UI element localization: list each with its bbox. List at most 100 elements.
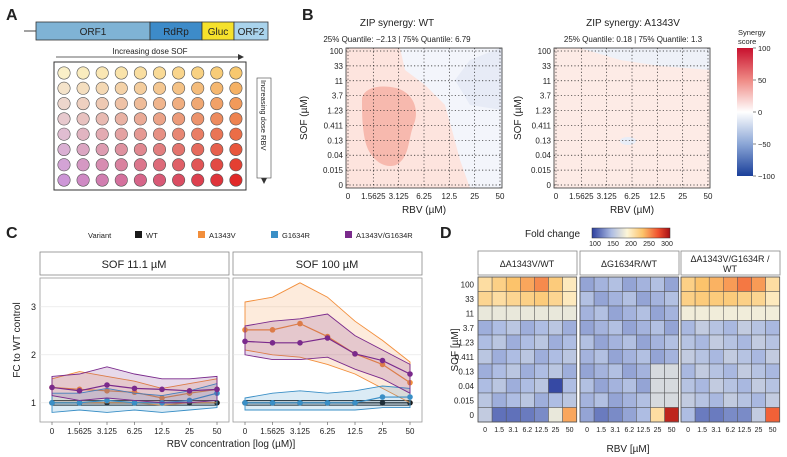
plate-well xyxy=(191,158,205,172)
synergy-ytick-label: 0.04 xyxy=(327,151,343,160)
plate-well xyxy=(172,97,186,111)
heatmap-cell xyxy=(765,334,780,350)
plate-well xyxy=(229,97,243,111)
wt-xlabel: RBV (µM) xyxy=(402,205,446,216)
plate-well xyxy=(95,143,109,157)
heatmap-xtick-label: 1.5 xyxy=(697,427,707,434)
plate-well xyxy=(133,97,147,111)
mut-quantiles: 25% Quantile: 0.18 | 75% Quantile: 1.3 xyxy=(564,35,703,44)
heatmap-cell xyxy=(737,276,752,292)
heatmap-cell xyxy=(562,276,577,292)
plate-well xyxy=(57,112,71,126)
plate-well xyxy=(229,127,243,141)
synergy-ytick-label: 0.411 xyxy=(324,121,344,130)
heatmap-cell xyxy=(520,305,535,321)
synergy-xtick-label: 12.5 xyxy=(442,192,458,201)
plate-well xyxy=(95,112,109,126)
heatmap-xtick-label: 12.5 xyxy=(738,427,752,434)
heatmap-cell xyxy=(579,334,595,350)
plate-well xyxy=(229,173,243,187)
synergy-ytick-label: 0.015 xyxy=(531,166,552,175)
wt-synergy-map xyxy=(346,48,502,188)
heatmap-cell xyxy=(723,392,738,408)
fc-xtick-label: 12.5 xyxy=(154,427,170,436)
synergy-xtick-label: 25 xyxy=(470,192,479,201)
heatmap-cell xyxy=(622,363,637,379)
heatmap-cell xyxy=(491,291,507,307)
heatmap-cell xyxy=(477,305,493,321)
synergy-xtick-label: 1.5625 xyxy=(361,192,386,201)
heatmap-cell xyxy=(622,407,637,423)
heatmap-xtick-label: 12.5 xyxy=(637,427,651,434)
fc-data-point xyxy=(352,351,358,357)
heatmap-xtick-label: 6.2 xyxy=(725,427,735,434)
facet-title-sof-100: SOF 100 µM xyxy=(296,259,359,271)
heatmap-cell xyxy=(579,378,595,394)
heatmap-cell xyxy=(694,320,710,336)
plate-well xyxy=(153,158,167,172)
heatmap-cell xyxy=(534,305,549,321)
facet-title-a1343v: ΔA1343V/WT xyxy=(500,259,555,269)
heatmap-cell xyxy=(636,320,651,336)
heatmap-cell xyxy=(680,392,696,408)
plate-well xyxy=(210,66,224,80)
fold-change-colorbar-tick-label: 250 xyxy=(643,241,655,248)
fc-data-point xyxy=(131,400,138,406)
heatmap-cell xyxy=(520,363,535,379)
heatmap-cell xyxy=(664,320,679,336)
fc-data-point xyxy=(76,400,83,406)
fc-xtick-label: 1.5625 xyxy=(260,427,285,436)
plate-well xyxy=(57,173,71,187)
heatmap-cell xyxy=(520,276,535,292)
heatmap-cell xyxy=(650,378,665,394)
heatmap-cell xyxy=(680,378,696,394)
panel-a: A ORF1 RdRp Gluc ORF2 Increasing dose SO… xyxy=(6,7,272,191)
heatmap-cell xyxy=(723,291,738,307)
plate-well xyxy=(229,158,243,172)
heatmap-cell xyxy=(622,334,637,350)
heatmap-cell xyxy=(636,407,651,423)
heatmap-cell xyxy=(737,378,752,394)
synergy-colorbar-tick-label: −100 xyxy=(758,172,775,181)
fc-data-point xyxy=(379,357,386,364)
fc-data-point xyxy=(297,320,303,327)
synergy-ytick-label: 0.13 xyxy=(327,136,343,145)
heatmap-cell xyxy=(534,349,549,365)
heatmap-cell xyxy=(491,320,507,336)
heatmap-cell xyxy=(723,320,738,336)
heatmap-cell xyxy=(477,320,493,336)
heatmap-cell xyxy=(723,349,738,365)
heatmap-cell xyxy=(593,407,609,423)
heatmap-cell xyxy=(477,349,493,365)
heatmap-cell xyxy=(491,407,507,423)
heatmap-cell xyxy=(579,392,595,408)
heatmap-cell xyxy=(694,349,710,365)
heatmap-cell xyxy=(751,334,766,350)
heatmap-cell xyxy=(607,305,623,321)
heatmap-xtick-label: 25 xyxy=(755,427,763,434)
plate-well xyxy=(95,173,109,187)
synergy-colorbar-title: Synergy xyxy=(738,28,766,37)
heatmap-cell xyxy=(593,392,609,408)
fc-data-point xyxy=(131,385,138,392)
heatmap-cell xyxy=(650,363,665,379)
heatmap-cell xyxy=(751,349,766,365)
heatmap-cell xyxy=(548,392,563,408)
panel-b-label: B xyxy=(302,7,314,24)
fc-xtick-label: 50 xyxy=(406,427,415,436)
synergy-axis-ticks: 0 1.5625 3.125 6.25 12.5 25 5000.0150.040.130.… xyxy=(323,47,713,201)
fc-data-point xyxy=(324,400,331,406)
heatmap-cell xyxy=(562,349,577,365)
heatmap-xtick-label: 3.1 xyxy=(711,427,721,434)
fold-change-colorbar xyxy=(591,227,671,239)
facet-title-double-2: WT xyxy=(723,264,737,274)
heatmap-cell xyxy=(607,276,623,292)
heatmap-cell xyxy=(534,291,549,307)
fc-xtick-label: 12.5 xyxy=(347,427,363,436)
heatmap-cell xyxy=(694,392,710,408)
heatmap-cell xyxy=(694,305,710,321)
orf2-box xyxy=(233,21,269,41)
synergy-ytick-label: 0.411 xyxy=(532,121,552,130)
fc-ytick-label: 3 xyxy=(31,302,36,312)
fold-change-colorbar-ticks: 100 150 200 250 300 xyxy=(589,241,673,248)
